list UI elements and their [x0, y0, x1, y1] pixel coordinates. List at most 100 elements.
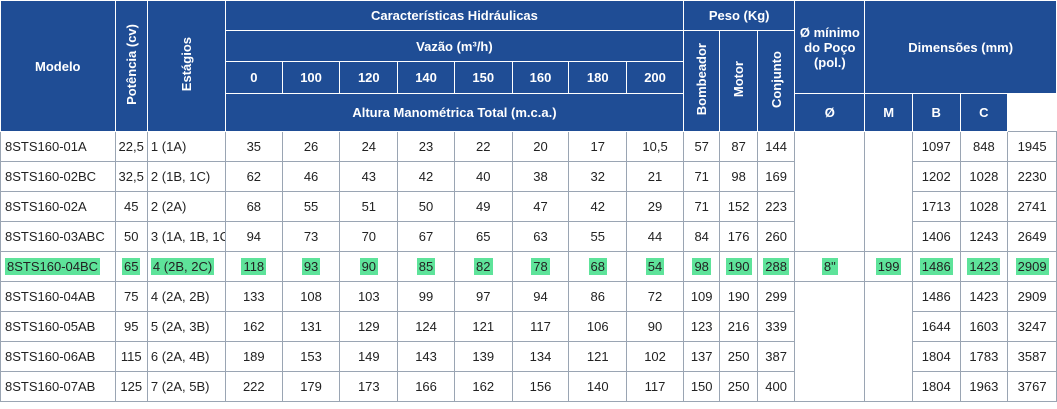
table-row: 8STS160-02BC 32,5 2 (1B, 1C) 62 46 43 42 40 38 32… — [0, 161, 1057, 192]
cell-motor: 216 — [719, 311, 758, 342]
cell-potencia: 50 — [114, 221, 148, 252]
header-conjunto: Conjunto — [756, 30, 796, 132]
cell-conjunto: 400 — [756, 371, 796, 402]
cell-m: 1644 — [911, 311, 961, 342]
cell-b: 1028 — [959, 191, 1009, 222]
cell-b: 848 — [959, 131, 1009, 162]
cell-c: 3767 — [1007, 371, 1057, 402]
cell-bombeador: 109 — [682, 281, 721, 312]
cell-motor: 98 — [719, 161, 758, 192]
cell-altura: 26 — [281, 131, 341, 162]
cell-altura: 55 — [281, 191, 341, 222]
cell-modelo: 8STS160-04BC — [0, 251, 116, 282]
cell-estagios: 7 (2A, 5B) — [146, 371, 226, 402]
cell-conjunto: 169 — [756, 161, 796, 192]
cell-estagios: 2 (2A) — [146, 191, 226, 222]
cell-altura: 10,5 — [626, 131, 684, 162]
cell-potencia: 45 — [114, 191, 148, 222]
cell-altura: 68 — [224, 191, 283, 222]
table-row: 8STS160-02A 45 2 (2A) 68 55 51 50 49 47 42 29 71 152… — [0, 191, 1057, 222]
cell-potencia: 22,5 — [114, 131, 148, 162]
cell-m: 1202 — [911, 161, 961, 192]
cell-bombeador: 123 — [682, 311, 721, 342]
cell-b: 1783 — [959, 341, 1009, 372]
cell-potencia: 115 — [114, 341, 148, 372]
table-row: 8STS160-04BC 65 4 (2B, 2C) 118 93 90 85 82 78 68 5… — [0, 251, 1057, 282]
cell-conjunto: 223 — [756, 191, 796, 222]
cell-conjunto: 288 — [756, 251, 796, 282]
header-vazao-180: 180 — [568, 61, 628, 94]
cell-altura: 21 — [626, 161, 684, 192]
cell-conjunto: 339 — [756, 311, 796, 342]
cell-altura: 43 — [339, 161, 399, 192]
cell-altura: 70 — [339, 221, 399, 252]
cell-b: 1963 — [959, 371, 1009, 402]
cell-m: 1804 — [911, 371, 961, 402]
cell-altura: 23 — [397, 131, 455, 162]
header-modelo: Modelo — [0, 0, 116, 132]
header-c: C — [959, 93, 1009, 132]
cell-bombeador: 71 — [682, 191, 721, 222]
cell-modelo: 8STS160-01A — [0, 131, 116, 162]
cell-altura: 62 — [224, 161, 283, 192]
header-b: B — [911, 93, 961, 132]
cell-conjunto: 299 — [756, 281, 796, 312]
cell-c: 3247 — [1007, 311, 1057, 342]
cell-altura: 73 — [281, 221, 341, 252]
cell-altura: 139 — [453, 341, 513, 372]
cell-altura: 68 — [568, 251, 628, 282]
cell-altura: 134 — [511, 341, 570, 372]
cell-altura: 93 — [281, 251, 341, 282]
cell-c: 1945 — [1007, 131, 1057, 162]
cell-altura: 179 — [281, 371, 341, 402]
cell-m: 1486 — [911, 281, 961, 312]
cell-poco-blank — [794, 131, 866, 252]
header-dimensoes: Dimensões (mm) — [864, 0, 1057, 94]
cell-c: 2909 — [1007, 251, 1057, 282]
cell-m: 1486 — [911, 251, 961, 282]
cell-poco: 8" — [794, 251, 866, 282]
header-motor: Motor — [719, 30, 758, 132]
header-peso: Peso (Kg) — [682, 0, 796, 31]
cell-modelo: 8STS160-03ABC — [0, 221, 116, 252]
cell-motor: 87 — [719, 131, 758, 162]
cell-potencia: 32,5 — [114, 161, 148, 192]
cell-altura: 17 — [568, 131, 628, 162]
cell-altura: 50 — [397, 191, 455, 222]
cell-altura: 46 — [281, 161, 341, 192]
cell-modelo: 8STS160-04AB — [0, 281, 116, 312]
cell-altura: 35 — [224, 131, 283, 162]
header-vazao-0: 0 — [224, 61, 283, 94]
cell-estagios: 2 (1B, 1C) — [146, 161, 226, 192]
cell-diam: 199 — [864, 251, 913, 282]
cell-altura: 49 — [453, 191, 513, 222]
cell-m: 1713 — [911, 191, 961, 222]
cell-m: 1097 — [911, 131, 961, 162]
cell-altura: 124 — [397, 311, 455, 342]
cell-altura: 149 — [339, 341, 399, 372]
table-row: 8STS160-07AB 125 7 (2A, 5B) 222 179 173 166 162… — [0, 371, 1057, 402]
cell-c: 2649 — [1007, 221, 1057, 252]
cell-estagios: 5 (2A, 3B) — [146, 311, 226, 342]
cell-altura: 54 — [626, 251, 684, 282]
cell-bombeador: 71 — [682, 161, 721, 192]
cell-altura: 40 — [453, 161, 513, 192]
cell-potencia: 125 — [114, 371, 148, 402]
table-row: 8STS160-05AB 95 5 (2A, 3B) 162 131 129 124 121 1… — [0, 311, 1057, 342]
cell-altura: 97 — [453, 281, 513, 312]
cell-poco-blank — [794, 281, 866, 402]
cell-altura: 44 — [626, 221, 684, 252]
cell-estagios: 6 (2A, 4B) — [146, 341, 226, 372]
cell-altura: 90 — [626, 311, 684, 342]
cell-estagios: 3 (1A, 1B, 1C) — [146, 221, 226, 252]
header-vazao-120: 120 — [339, 61, 399, 94]
cell-motor: 250 — [719, 371, 758, 402]
cell-altura: 72 — [626, 281, 684, 312]
cell-estagios: 4 (2A, 2B) — [146, 281, 226, 312]
cell-altura: 143 — [397, 341, 455, 372]
cell-altura: 131 — [281, 311, 341, 342]
header-caracteristicas: Características Hidráulicas — [224, 0, 684, 31]
table-row: 8STS160-03ABC 50 3 (1A, 1B, 1C) 94 73 70 67 65 6… — [0, 221, 1057, 252]
cell-altura: 94 — [224, 221, 283, 252]
header-estagios: Estágios — [146, 0, 226, 132]
